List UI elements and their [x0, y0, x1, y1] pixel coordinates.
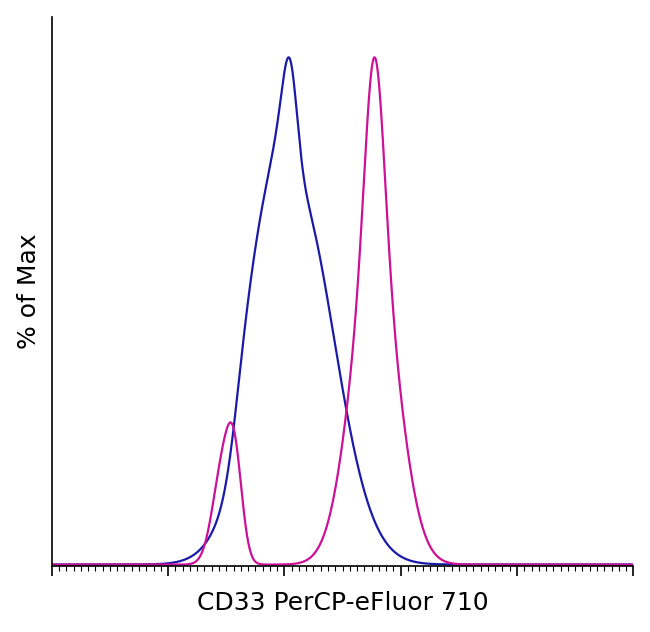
Y-axis label: % of Max: % of Max	[17, 233, 41, 349]
X-axis label: CD33 PerCP-eFluor 710: CD33 PerCP-eFluor 710	[197, 592, 488, 616]
